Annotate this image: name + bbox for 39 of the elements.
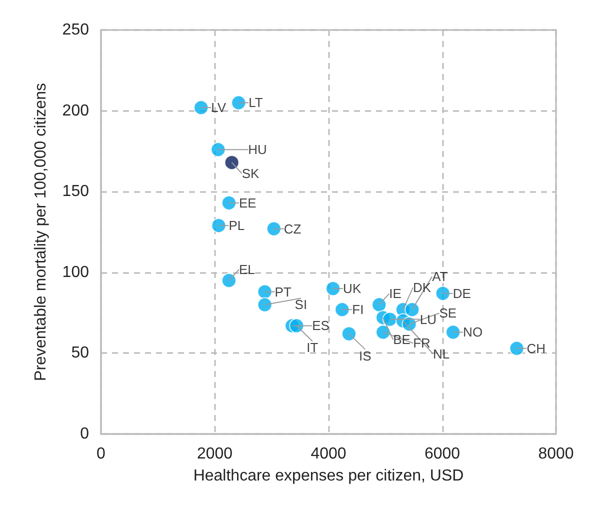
annotation: FI xyxy=(352,302,364,318)
y-tick-label: 0 xyxy=(80,426,90,442)
annotation: LV xyxy=(211,100,226,116)
x-tick-label: 4000 xyxy=(310,446,346,462)
annotation: IE xyxy=(389,286,402,302)
x-tick-label: 8000 xyxy=(538,446,574,462)
annotation: EL xyxy=(238,262,255,277)
annotation: HU xyxy=(248,142,267,158)
annotation: SI xyxy=(294,297,308,312)
y-tick-label: 100 xyxy=(62,264,90,281)
annotation: PT xyxy=(274,284,292,300)
annotation: NL xyxy=(433,346,450,362)
y-tick-label: 250 xyxy=(62,22,90,38)
y-tick-label: 150 xyxy=(62,183,90,200)
annotation: DK xyxy=(413,280,432,296)
annotation: ES xyxy=(312,318,330,334)
annotation: FR xyxy=(413,336,430,351)
x-tick-label: 2000 xyxy=(196,446,233,462)
annotation: BE xyxy=(393,332,411,348)
x-tick-label: 0 xyxy=(96,446,106,462)
annotation: SK xyxy=(242,166,260,182)
y-tick-label: 200 xyxy=(62,102,90,120)
annotation: IS xyxy=(358,348,372,364)
y-axis-title: Preventable mortality per 100,000 citizens xyxy=(32,83,50,381)
annotation: NO xyxy=(463,324,483,340)
x-tick-label: 6000 xyxy=(424,446,460,462)
annotation: IT xyxy=(306,340,318,356)
y-tick-label: 50 xyxy=(71,344,90,362)
annotation: SE xyxy=(439,306,457,321)
annotation: PL xyxy=(228,218,245,234)
annotation: EE xyxy=(238,195,257,210)
annotation: LT xyxy=(248,95,263,110)
x-axis-title: Healthcare expenses per citizen, USD xyxy=(193,468,464,484)
annotation: DE xyxy=(452,286,472,301)
annotation: CH xyxy=(526,340,546,356)
annotation: CZ xyxy=(284,221,302,236)
annotation: LU xyxy=(420,312,437,327)
annotation: UK xyxy=(343,281,362,296)
annotation: AT xyxy=(432,269,448,284)
